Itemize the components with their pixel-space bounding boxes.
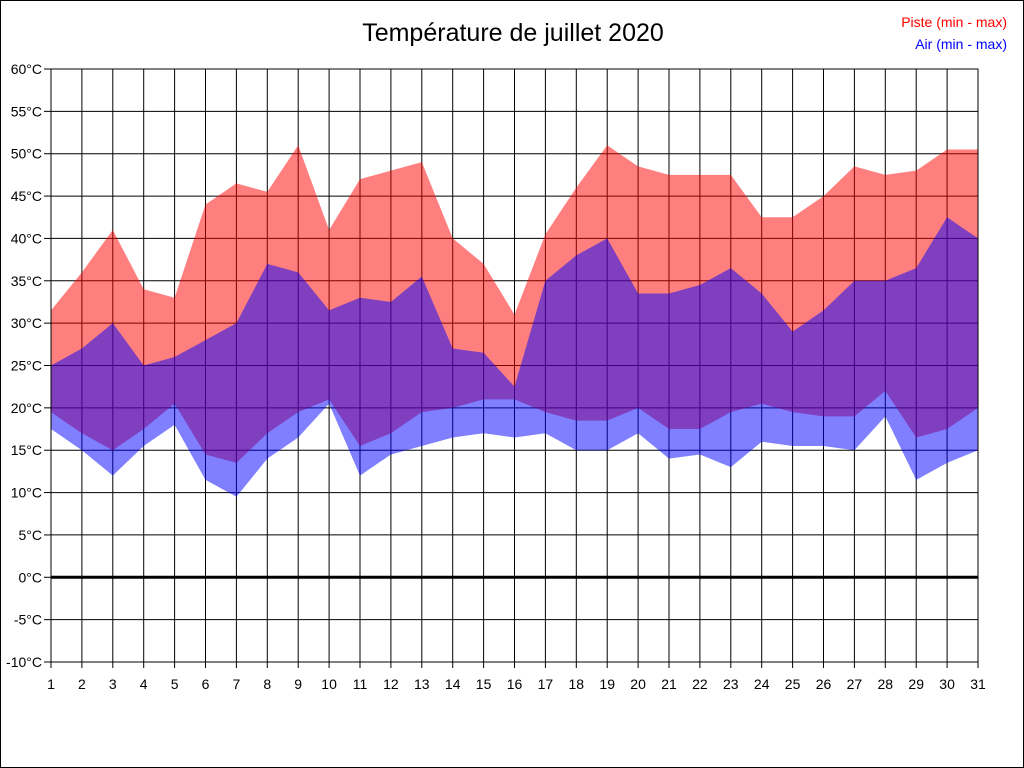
y-axis-tick-label: -10°C	[6, 654, 42, 670]
chart-title: Température de juillet 2020	[362, 19, 664, 47]
legend-piste-label: Piste (min - max)	[901, 14, 1007, 30]
y-axis-tick-label: 20°C	[11, 400, 42, 416]
x-axis-tick-label: 28	[878, 676, 894, 692]
x-axis-tick-label: 10	[321, 676, 337, 692]
x-axis-tick-label: 3	[109, 676, 117, 692]
x-axis-tick-label: 4	[140, 676, 148, 692]
x-axis-tick-label: 16	[507, 676, 523, 692]
x-axis-tick-label: 22	[692, 676, 708, 692]
x-axis-tick-label: 2	[78, 676, 86, 692]
x-axis-tick-label: 27	[847, 676, 863, 692]
y-axis-tick-label: 40°C	[11, 230, 42, 246]
y-axis-tick-label: 55°C	[11, 103, 42, 119]
x-axis-tick-label: 8	[263, 676, 271, 692]
legend-air-label: Air (min - max)	[915, 36, 1007, 52]
x-axis-tick-label: 25	[785, 676, 801, 692]
legend: Piste (min - max) Air (min - max)	[901, 11, 1007, 55]
x-axis-tick-label: 31	[970, 676, 986, 692]
x-axis-tick-label: 1	[47, 676, 55, 692]
x-axis-tick-label: 19	[599, 676, 615, 692]
x-axis-tick-label: 14	[445, 676, 461, 692]
y-axis-tick-label: -5°C	[14, 612, 42, 628]
y-axis-tick-label: 50°C	[11, 146, 42, 162]
y-axis-tick-label: 60°C	[11, 61, 42, 77]
x-axis-tick-label: 24	[754, 676, 770, 692]
x-axis-tick-label: 12	[383, 676, 399, 692]
y-axis-tick-label: 5°C	[19, 527, 43, 543]
y-axis-tick-label: 45°C	[11, 188, 42, 204]
x-axis-tick-label: 11	[353, 676, 368, 692]
x-axis-tick-label: 20	[630, 676, 646, 692]
y-axis-tick-label: 25°C	[11, 358, 42, 374]
y-axis-tick-label: 30°C	[11, 315, 42, 331]
air-minmax-band	[51, 217, 978, 497]
x-axis-tick-label: 7	[233, 676, 241, 692]
x-axis-tick-label: 30	[939, 676, 955, 692]
x-axis-tick-label: 21	[661, 676, 677, 692]
y-axis-tick-label: 35°C	[11, 273, 42, 289]
x-axis-tick-label: 15	[476, 676, 492, 692]
x-axis-tick-label: 18	[569, 676, 585, 692]
y-axis-tick-label: 0°C	[19, 569, 43, 585]
x-axis-tick-label: 5	[171, 676, 179, 692]
x-axis-tick-label: 17	[538, 676, 554, 692]
x-axis-tick-label: 6	[202, 676, 210, 692]
x-axis-tick-label: 9	[294, 676, 302, 692]
x-axis-tick-label: 29	[908, 676, 924, 692]
x-axis-tick-label: 26	[816, 676, 832, 692]
y-axis-tick-label: 10°C	[11, 485, 42, 501]
x-axis-tick-label: 13	[414, 676, 430, 692]
x-axis-tick-label: 23	[723, 676, 739, 692]
y-axis-tick-label: 15°C	[11, 442, 42, 458]
